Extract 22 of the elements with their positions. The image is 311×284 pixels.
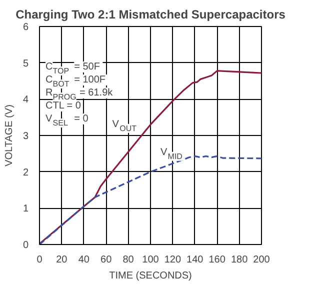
y-tick-label: 4 bbox=[22, 94, 29, 106]
x-tick-label: 80 bbox=[122, 254, 134, 266]
x-tick-label: 140 bbox=[186, 254, 204, 266]
x-tick-label: 40 bbox=[78, 254, 90, 266]
y-tick-label: 2 bbox=[22, 167, 29, 178]
x-tick-label: 20 bbox=[56, 254, 68, 266]
x-tick-label: 160 bbox=[208, 254, 226, 266]
y-tick-label: 3 bbox=[22, 131, 29, 142]
x-tick-label: 180 bbox=[230, 254, 248, 266]
x-tick-label: 60 bbox=[100, 254, 112, 266]
x-axis-title: TIME (SECONDS) bbox=[109, 270, 192, 282]
y-tick-label: 6 bbox=[22, 22, 29, 33]
y-tick-label: 5 bbox=[22, 58, 29, 70]
chart-title: Charging Two 2:1 Mismatched Supercapacitors bbox=[16, 8, 286, 22]
x-tick-label: 120 bbox=[164, 254, 182, 266]
x-tick-label: 200 bbox=[253, 254, 270, 266]
x-tick-label: 100 bbox=[142, 254, 160, 266]
x-tick-label: 0 bbox=[36, 254, 43, 266]
y-axis-title: VOLTAGE (V) bbox=[4, 104, 15, 166]
y-tick-label: 1 bbox=[22, 204, 29, 215]
annotation: CTL = 0 bbox=[46, 100, 82, 112]
y-tick-label: 0 bbox=[22, 240, 29, 251]
